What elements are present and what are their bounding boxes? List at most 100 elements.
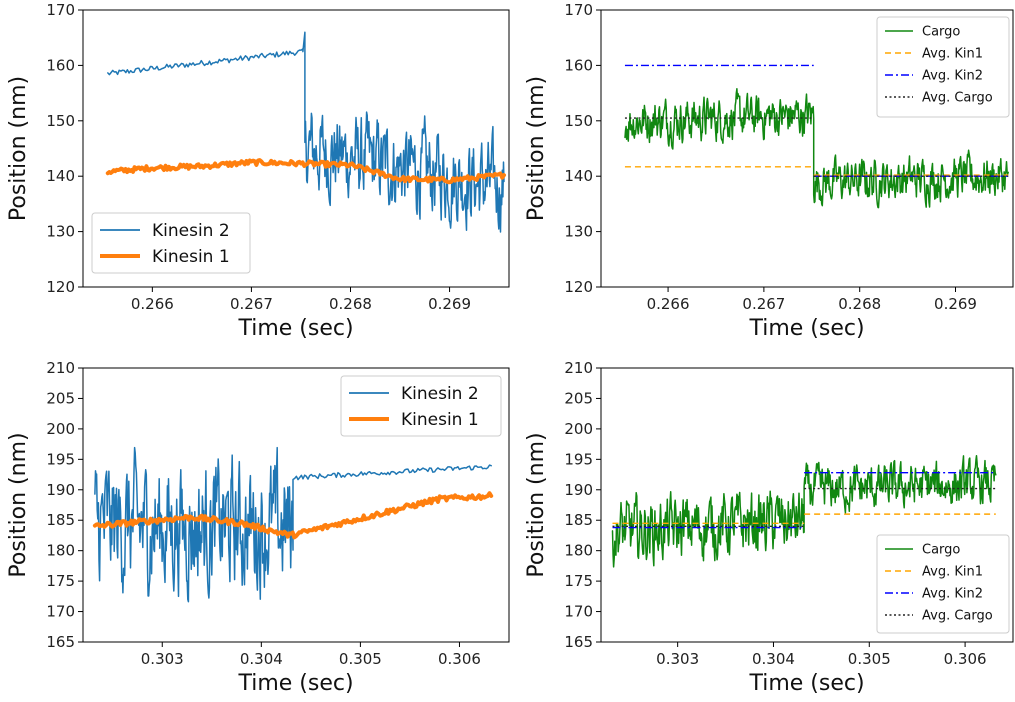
x-tick-label: 0.266 — [647, 295, 690, 313]
legend: Cargo Avg. Kin1 Avg. Kin2 Avg. Cargo — [876, 16, 1010, 118]
y-tick-label: 170 — [564, 1, 593, 19]
y-axis-label: Position (nm) — [524, 432, 549, 577]
plot-area — [624, 64, 1009, 209]
legend: Cargo Avg. Kin1 Avg. Kin2 Avg. Cargo — [876, 534, 1010, 634]
legend: Kinesin 2 Kinesin 1 — [340, 375, 502, 437]
y-tick-label: 205 — [564, 389, 593, 407]
y-tick-label: 130 — [564, 223, 593, 241]
y-tick-label: 195 — [564, 450, 593, 468]
x-tick-label: 0.303 — [656, 650, 699, 668]
series-line — [92, 491, 494, 540]
y-tick-label: 175 — [564, 572, 593, 590]
legend-box — [876, 16, 1010, 118]
legend-label: Avg. Cargo — [922, 91, 993, 106]
series-line — [624, 88, 1009, 209]
x-tick-label: 0.268 — [838, 295, 881, 313]
y-axis-label: Position (nm) — [6, 76, 31, 221]
plot-area — [105, 31, 506, 233]
legend-label: Kinesin 1 — [401, 410, 479, 430]
y-tick-label: 165 — [46, 633, 75, 651]
x-tick-label: 0.305 — [339, 650, 382, 668]
plot-area — [92, 446, 494, 603]
legend-label: Cargo — [922, 543, 960, 558]
series-cargo — [624, 88, 1009, 209]
y-tick-label: 120 — [564, 278, 593, 296]
series-line — [107, 31, 505, 233]
y-axis-label: Position (nm) — [6, 432, 31, 577]
x-axis-label: Time (sec) — [237, 671, 353, 696]
y-tick-label: 210 — [46, 359, 75, 377]
axes-frame — [600, 9, 1014, 288]
y-tick-label: 150 — [46, 112, 75, 130]
x-tick-label: 0.269 — [428, 295, 471, 313]
y-tick-label: 185 — [46, 511, 75, 529]
y-tick-label: 170 — [46, 603, 75, 621]
y-tick-label: 165 — [564, 633, 593, 651]
x-tick-label: 0.266 — [131, 295, 174, 313]
axes-frame — [82, 9, 510, 288]
series-kinesin-2 — [94, 446, 492, 603]
legend-label: Avg. Kin1 — [922, 565, 983, 580]
legend-box — [876, 534, 1010, 634]
axes-frame — [600, 367, 1014, 643]
x-axis-label: Time (sec) — [237, 316, 353, 341]
series-cargo — [611, 454, 997, 568]
series-line — [105, 158, 506, 185]
y-tick-label: 180 — [46, 542, 75, 560]
y-tick-label: 180 — [564, 542, 593, 560]
x-tick-label: 0.306 — [944, 650, 987, 668]
y-tick-label: 160 — [564, 56, 593, 74]
y-tick-label: 190 — [564, 481, 593, 499]
series-line — [611, 454, 997, 568]
y-tick-label: 200 — [564, 420, 593, 438]
x-tick-label: 0.267 — [742, 295, 785, 313]
legend-label: Avg. Kin2 — [922, 587, 983, 602]
legend-label: Avg. Cargo — [922, 609, 993, 624]
y-axis-label: Position (nm) — [524, 76, 549, 221]
y-tick-label: 200 — [46, 420, 75, 438]
legend: Kinesin 2 Kinesin 1 — [91, 212, 251, 274]
y-tick-label: 140 — [46, 167, 75, 185]
y-tick-label: 140 — [564, 167, 593, 185]
y-tick-label: 160 — [46, 56, 75, 74]
series-avg-cargo — [624, 117, 1009, 177]
y-tick-label: 130 — [46, 223, 75, 241]
x-axis-label: Time (sec) — [748, 671, 864, 696]
series-line — [94, 446, 492, 603]
x-tick-label: 0.267 — [230, 295, 273, 313]
y-tick-label: 150 — [564, 112, 593, 130]
legend-label: Cargo — [922, 25, 960, 40]
y-tick-label: 195 — [46, 450, 75, 468]
axes-frame — [82, 367, 510, 643]
chart-bottom-right: 0.303 0.304 0.305 0.306 165 170 175 180 185 190 19… — [524, 359, 1014, 696]
y-tick-label: 170 — [46, 1, 75, 19]
legend-label: Kinesin 1 — [152, 247, 230, 267]
x-tick-label: 0.303 — [141, 650, 184, 668]
chart-top-left: 0.266 0.267 0.268 0.269 120 130 140 150 160 170 Ti… — [6, 1, 510, 341]
y-tick-label: 120 — [46, 278, 75, 296]
chart-top-right: 0.266 0.267 0.268 0.269 120 130 140 150 160 170 Ti… — [524, 1, 1014, 341]
x-axis-label: Time (sec) — [748, 316, 864, 341]
y-tick-label: 170 — [564, 603, 593, 621]
y-tick-label: 175 — [46, 572, 75, 590]
x-tick-label: 0.269 — [934, 295, 977, 313]
y-tick-label: 185 — [564, 511, 593, 529]
x-tick-label: 0.268 — [329, 295, 372, 313]
series-avg-kin1 — [624, 166, 1009, 176]
legend-label: Kinesin 2 — [152, 221, 230, 241]
x-tick-label: 0.306 — [438, 650, 481, 668]
x-tick-label: 0.304 — [752, 650, 795, 668]
series-kinesin-1 — [105, 158, 506, 185]
y-tick-label: 205 — [46, 389, 75, 407]
x-tick-label: 0.305 — [848, 650, 891, 668]
x-tick-label: 0.304 — [240, 650, 283, 668]
series-avg-kin1 — [612, 513, 996, 524]
series-kinesin-2 — [107, 31, 505, 233]
plot-area — [611, 454, 997, 568]
legend-label: Avg. Kin2 — [922, 69, 983, 84]
series-avg-cargo — [612, 487, 996, 528]
chart-bottom-left: 0.303 0.304 0.305 0.306 165 170 175 180 185 190 19… — [6, 359, 510, 696]
y-tick-label: 210 — [564, 359, 593, 377]
y-tick-label: 190 — [46, 481, 75, 499]
